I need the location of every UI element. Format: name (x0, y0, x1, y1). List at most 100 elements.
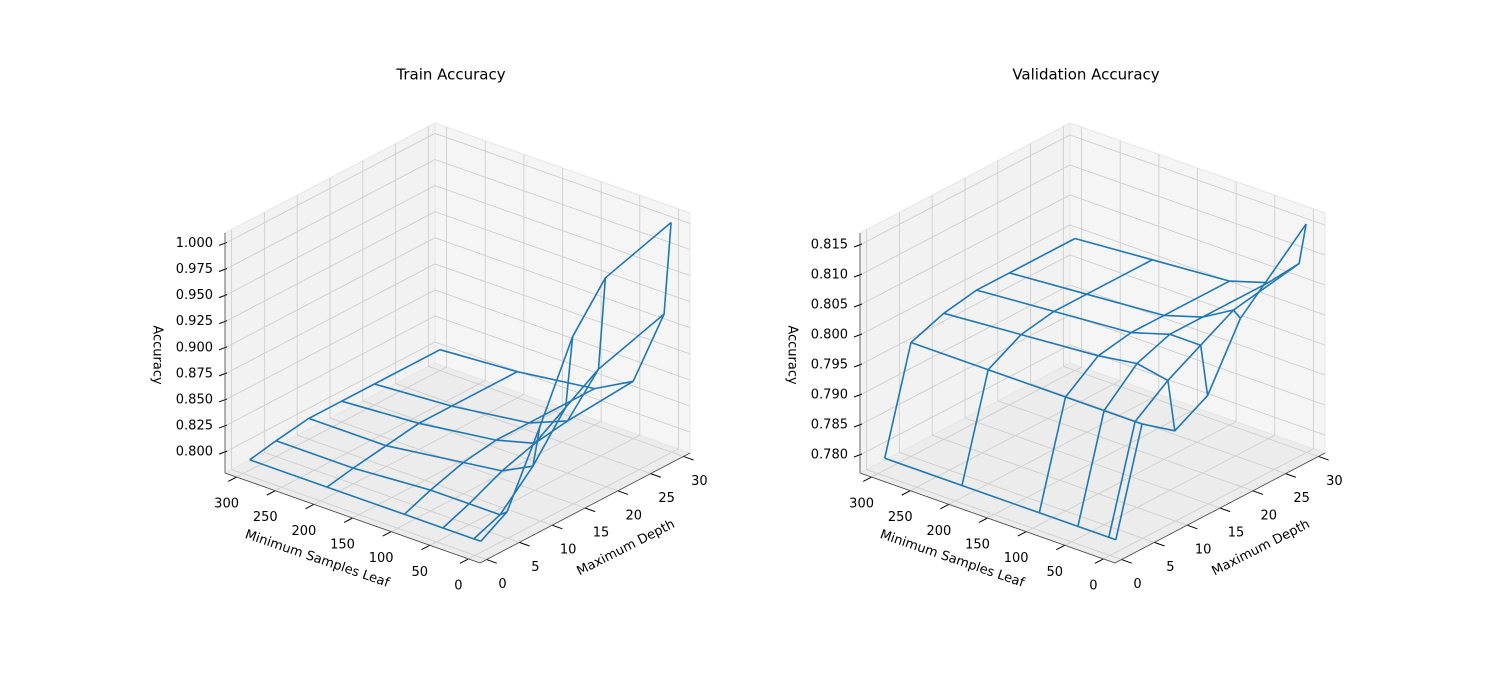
x-tick-label: 300 (214, 497, 239, 512)
y-tick-label: 0 (498, 577, 506, 592)
z-tick (218, 450, 228, 455)
grid-line (395, 143, 651, 475)
z-tick (218, 268, 228, 272)
z-tick (853, 273, 863, 278)
y-tick-label: 5 (1166, 560, 1174, 575)
wire-line (910, 341, 1143, 425)
grid-line (224, 315, 691, 427)
grid-line (1103, 208, 1314, 560)
grid-line (329, 178, 586, 509)
y-axis-line (479, 452, 691, 564)
x-tick-label: 300 (849, 497, 874, 512)
z-tick (853, 393, 863, 398)
z-tick (853, 363, 863, 368)
wire-line (1074, 223, 1307, 284)
y-tick (1187, 524, 1198, 530)
wire-line (1009, 272, 1242, 319)
grid-line (224, 211, 691, 323)
y-tick (1285, 473, 1296, 478)
wire-line (308, 417, 541, 472)
grid-line (429, 195, 641, 546)
y-tick (552, 524, 563, 530)
grid-line (898, 212, 1155, 543)
grid-line (236, 127, 448, 478)
x-tick-label: 150 (965, 538, 990, 553)
x-tick-label: 50 (1046, 565, 1063, 580)
x-tick (459, 558, 469, 564)
grid-line (1064, 195, 1276, 546)
wire-line (883, 237, 1076, 459)
grid-line (859, 284, 1326, 396)
y-tick (1121, 559, 1132, 564)
y-tick-label: 25 (658, 491, 675, 506)
z-tick (853, 243, 863, 248)
x-tick (901, 490, 911, 496)
z-tick-label: 0.825 (176, 419, 213, 434)
grid-line (871, 127, 1083, 478)
wire-line (1108, 262, 1300, 538)
y-tick-label: 10 (1195, 543, 1212, 558)
wire-line (326, 370, 518, 488)
grid-line (224, 289, 691, 401)
grid-line (1025, 181, 1237, 532)
wire-line (442, 380, 634, 529)
grid-line (1030, 143, 1286, 475)
grid-line (866, 229, 1122, 561)
z-tick-label: 0.785 (811, 418, 848, 433)
z-tick-label: 0.815 (811, 238, 848, 253)
wire-line (1077, 281, 1269, 527)
y-tick (519, 541, 530, 547)
grid-line (859, 224, 1326, 336)
wire-line (341, 336, 574, 445)
wire-line (403, 387, 595, 515)
grid-line (964, 178, 1221, 509)
grid-line (313, 154, 525, 505)
z-tick-label: 0.795 (811, 358, 848, 373)
z-tick (218, 346, 228, 351)
z-tick-label: 0.800 (811, 328, 848, 343)
y-tick-label: 0 (1133, 577, 1141, 592)
z-tick (218, 320, 228, 325)
y-tick-label: 20 (626, 508, 643, 523)
grid-line (987, 168, 1198, 519)
z-tick-label: 0.800 (176, 445, 213, 460)
z-tick-label: 0.790 (811, 388, 848, 403)
grid-line (1062, 126, 1319, 457)
grid-line (427, 126, 684, 457)
x-tick (305, 503, 315, 510)
grid-line (948, 154, 1160, 505)
grid-line (224, 185, 691, 296)
x-tick (1017, 531, 1027, 537)
y-tick (1219, 507, 1231, 513)
z-tick (853, 303, 863, 308)
x-axis-line (224, 472, 481, 564)
y-axis-line (1114, 452, 1326, 564)
chart-title: Validation Accuracy (1012, 66, 1159, 84)
wire-line (439, 222, 672, 390)
y-tick (486, 559, 497, 564)
chart-title: Train Accuracy (395, 66, 505, 84)
grid-line (362, 160, 618, 492)
z-tick-label: 0.900 (176, 340, 213, 355)
z-tick-label: 0.780 (811, 448, 848, 463)
z-tick (218, 294, 228, 299)
z-tick-label: 0.805 (811, 298, 848, 313)
wire-line (275, 440, 508, 516)
wire-line (374, 277, 607, 424)
z-tick-label: 1.000 (176, 236, 213, 251)
y-axis-label: Maximum Depth (575, 517, 678, 579)
z-tick-label: 0.925 (176, 314, 213, 329)
x-tick-label: 200 (926, 524, 951, 539)
wire-line (249, 459, 482, 543)
grid-line (468, 208, 679, 560)
grid-line (224, 341, 691, 453)
z-tick (218, 424, 228, 429)
x-tick (1056, 544, 1066, 551)
grid-line (859, 254, 1326, 366)
x-tick (382, 531, 392, 537)
y-tick-label: 15 (1228, 526, 1245, 541)
y-tick-label: 30 (691, 474, 708, 489)
z-tick (218, 372, 228, 377)
x-tick (978, 517, 988, 523)
